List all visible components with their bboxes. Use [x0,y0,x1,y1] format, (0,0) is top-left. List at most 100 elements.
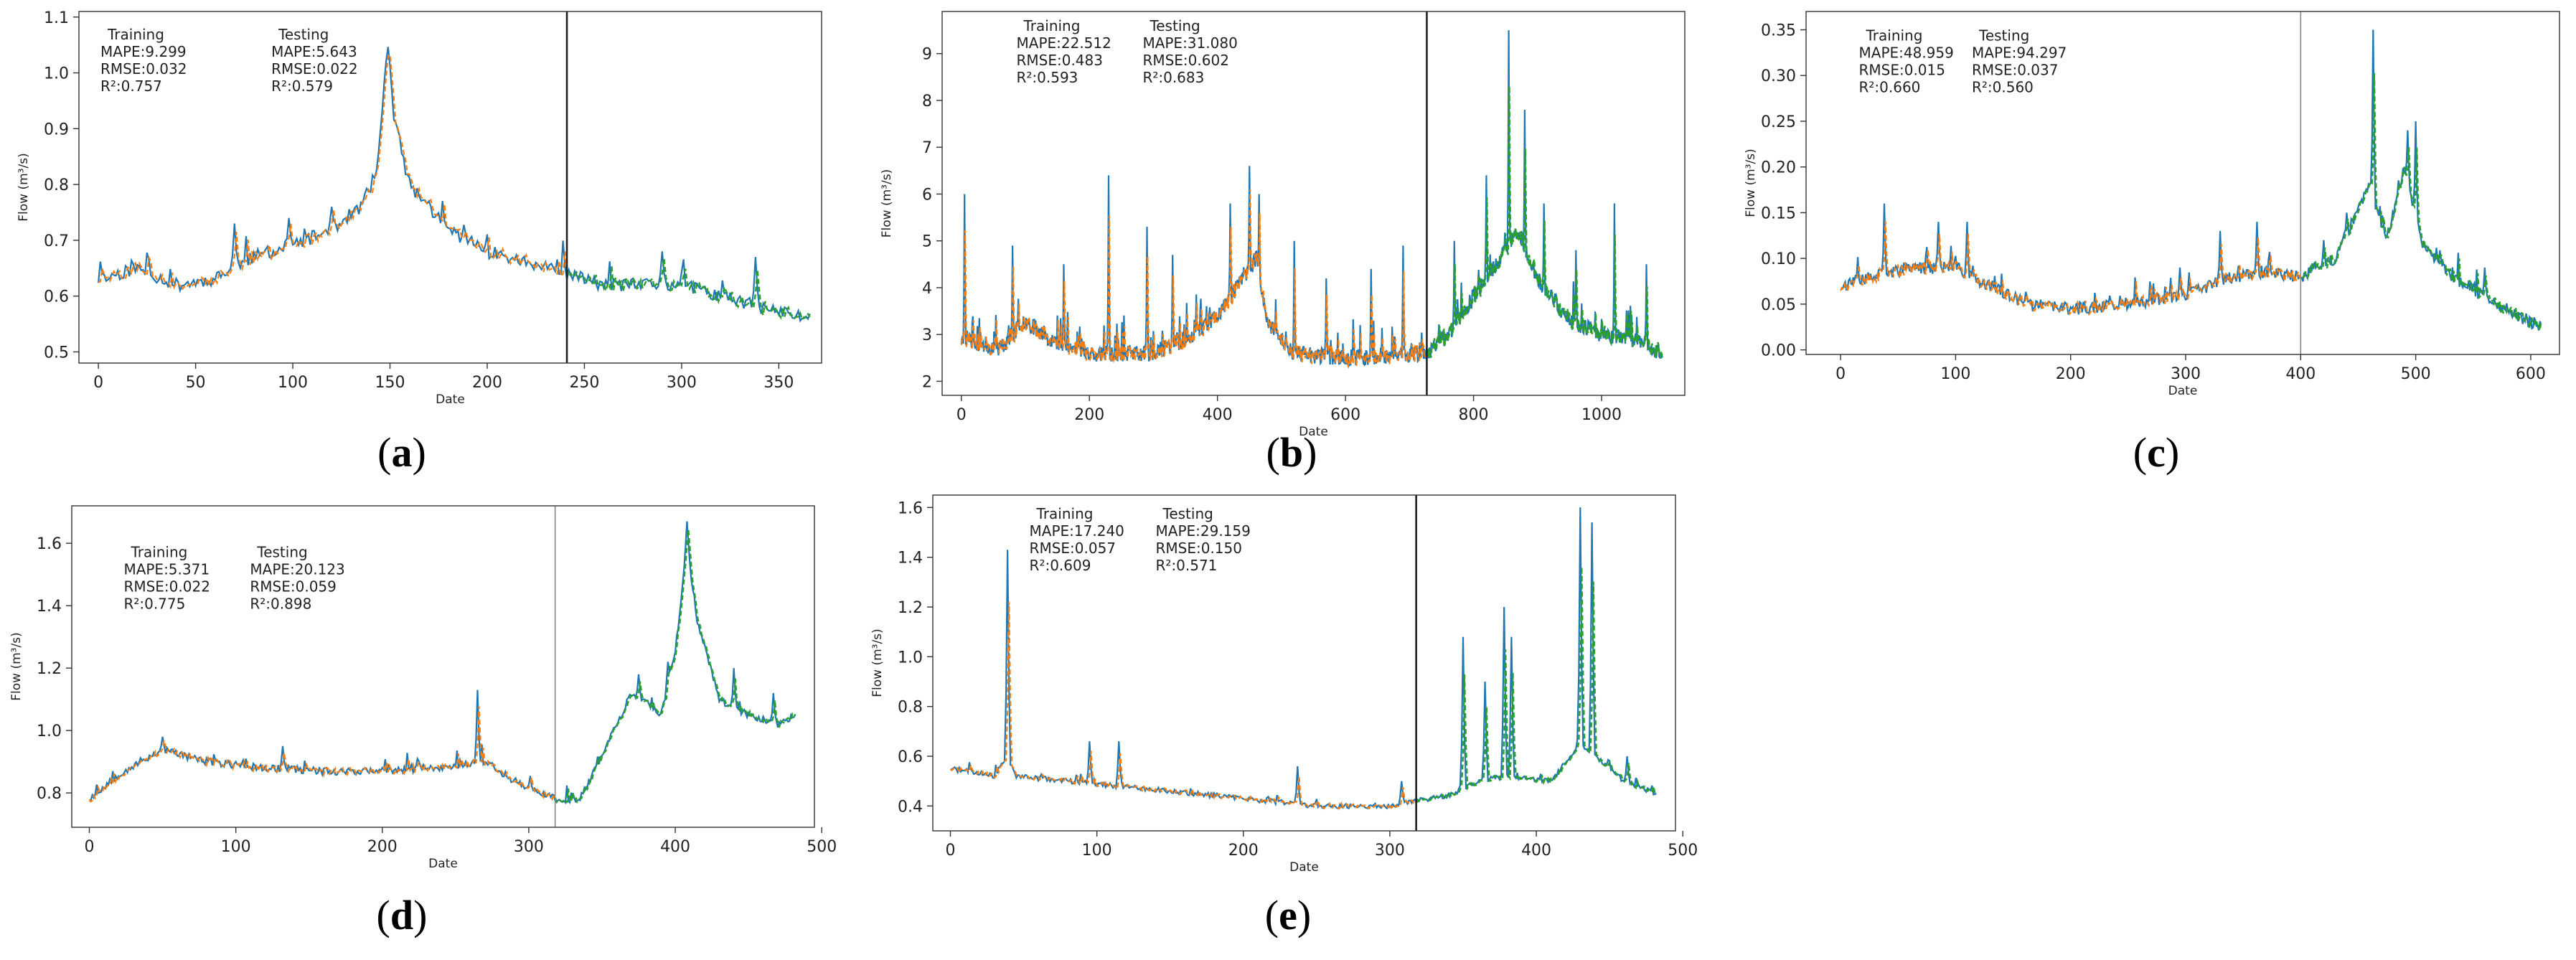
series-predicted-testing [554,530,796,804]
stats-training-r2: R²:0.660 [1859,79,1921,96]
stats-training-title: Training [1866,27,1923,44]
y-tick-label: 1.4 [37,598,62,616]
y-axis-label: Flow (m³/s) [880,169,894,237]
x-tick-label: 500 [1668,842,1698,860]
y-tick-label: 0.8 [898,699,923,717]
y-tick-label: 2 [922,373,932,391]
y-tick-label: 7 [922,139,932,157]
stats-training-mape: MAPE:48.959 [1859,44,1954,62]
plot-frame [1805,11,2560,355]
panel-b: 0 200 400 600 800 1000 2 3 4 5 6 7 8 9 Date Flow (m³/s)… [880,11,1686,476]
stats-testing-r2: R²:0.579 [271,77,333,95]
x-tick-label: 350 [763,374,794,392]
x-tick-label: 200 [1074,406,1104,424]
y-axis-label: Flow (m³/s) [1744,149,1758,217]
y-tick-label: 1.2 [898,599,923,617]
stats-testing-rmse: RMSE:0.022 [271,60,357,77]
stats-training-rmse: RMSE:0.032 [100,60,187,77]
y-tick-label: 0.9 [44,121,69,138]
y-tick-label: 0.7 [44,232,69,250]
x-tick-label: 200 [1228,842,1259,860]
series-predicted-testing [565,258,811,321]
stats-training-title: Training [1023,17,1081,34]
stats-testing-rmse: RMSE:0.037 [1972,62,2058,79]
plot-frame [941,11,1686,396]
y-tick-label: 1.4 [898,550,923,568]
x-tick-label: 1000 [1581,406,1622,424]
series-predicted-training [1840,221,2301,316]
stats-testing-r2: R²:0.571 [1156,557,1218,574]
stats-training-rmse: RMSE:0.015 [1859,62,1945,79]
y-tick-label: 0.10 [1761,250,1796,268]
x-axis-label: Date [436,392,465,407]
series-predicted-training [88,706,556,803]
y-tick-label: 0.6 [44,288,69,306]
x-tick-label: 250 [569,374,599,392]
y-tick-label: 0.30 [1761,67,1796,85]
plot-frame [78,11,822,364]
x-tick-label: 300 [514,838,544,856]
stats-testing-title: Testing [278,26,329,43]
stats-testing-title: Testing [1978,27,2029,44]
x-tick-label: 0 [945,842,955,860]
y-tick-label: 0.35 [1761,22,1796,39]
x-tick-label: 150 [375,374,405,392]
x-tick-label: 100 [278,374,308,392]
stats-testing-mape: MAPE:5.643 [271,43,357,60]
x-tick-label: 0 [84,838,94,856]
y-tick-label: 0.4 [898,798,923,816]
x-tick-label: 400 [1203,406,1233,424]
x-tick-label: 0 [93,374,103,392]
x-tick-label: 0 [1835,365,1846,383]
stats-testing-title: Testing [256,544,307,561]
x-tick-label: 200 [367,838,398,856]
stats-training-mape: MAPE:17.240 [1030,522,1124,540]
x-axis-label: Date [1289,860,1319,875]
y-tick-label: 8 [922,93,932,110]
x-tick-label: 200 [2056,365,2086,383]
y-tick-label: 1.0 [898,649,923,667]
x-tick-label: 400 [2285,365,2316,383]
series-observed [98,47,811,323]
stats-training-rmse: RMSE:0.022 [123,578,210,596]
stats-training-r2: R²:0.593 [1017,69,1078,86]
y-tick-label: 1.6 [37,535,62,553]
panel-d: 0 100 200 300 400 500 0.8 1.0 1.2 1.4 1.6 Date Flow … [9,505,837,938]
stats-testing-r2: R²:0.560 [1972,79,2034,96]
stats-training-mape: MAPE:5.371 [123,561,210,578]
y-tick-label: 0.8 [44,177,69,194]
panel-e: 0 100 200 300 400 500 0.4 0.6 0.8 1.0 1.2 1.4 1.6 Dat… [870,494,1698,938]
series-predicted-testing [1426,86,1663,359]
y-tick-label: 6 [922,186,932,204]
stats-training-mape: MAPE:22.512 [1017,34,1111,52]
y-tick-label: 1.6 [898,499,923,517]
x-tick-label: 50 [186,374,206,392]
x-tick-label: 300 [2171,365,2201,383]
series-predicted-training [949,601,1417,810]
stats-testing-mape: MAPE:20.123 [250,561,344,578]
stats-testing-mape: MAPE:29.159 [1156,522,1251,540]
series-predicted-training [98,53,568,292]
y-tick-label: 0.8 [37,785,62,803]
y-tick-label: 5 [922,233,932,251]
y-tick-label: 3 [922,326,932,344]
stats-training-rmse: RMSE:0.483 [1017,52,1103,69]
y-tick-label: 4 [922,280,932,298]
stats-testing-mape: MAPE:31.080 [1142,34,1237,52]
series-predicted-testing [2300,72,2542,331]
stats-testing-mape: MAPE:94.297 [1972,44,2067,62]
x-axis-label: Date [1299,425,1328,439]
y-axis-label: Flow (m³/s) [17,153,31,221]
plot-frame [932,494,1676,832]
x-axis-label: Date [2168,384,2198,398]
x-axis-label: Date [428,857,458,871]
